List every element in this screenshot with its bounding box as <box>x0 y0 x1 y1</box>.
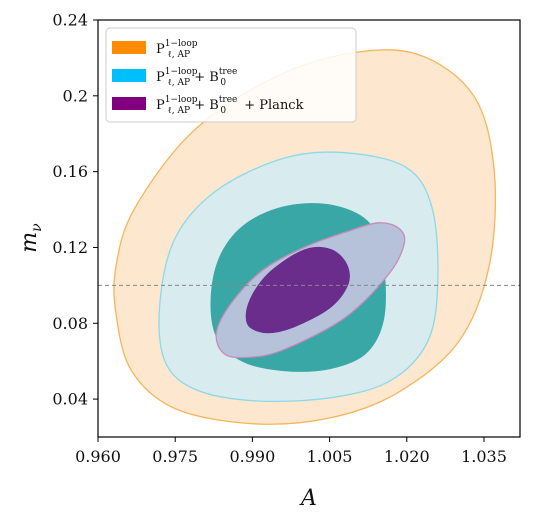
x-tick-label: 0.975 <box>152 447 198 466</box>
x-tick-label: 1.005 <box>307 447 353 466</box>
plot-frame <box>97 19 521 438</box>
y-axis-label-sub: ν <box>29 223 45 232</box>
legend: P1−loop ℓ, AP P1−loop ℓ, AP + Btree 0 P1−loop… <box>105 27 357 123</box>
x-tick-label: 0.990 <box>229 447 275 466</box>
x-tick-label: 1.035 <box>461 447 507 466</box>
legend-label: P1−loop ℓ, AP + Btree 0 <box>156 67 237 88</box>
y-tick-label: 0.2 <box>63 86 88 105</box>
x-tick-label: 1.020 <box>384 447 430 466</box>
y-axis: 0.04 0.08 0.12 0.16 0.2 0.24 <box>52 11 98 409</box>
y-axis-label-main: m <box>17 232 42 253</box>
y-axis-label: mν <box>17 223 45 253</box>
contour-series-3-inner <box>245 246 350 334</box>
x-axis: 0.960 0.975 0.990 1.005 1.020 1.035 <box>75 437 507 466</box>
legend-label: P1−loop ℓ, AP + Btree 0 + Planck <box>156 95 304 116</box>
y-tick-label: 0.08 <box>52 314 88 333</box>
contour-layer <box>113 49 497 425</box>
legend-label: P1−loop ℓ, AP <box>156 39 198 60</box>
y-tick-label: 0.04 <box>52 390 88 409</box>
y-tick-label: 0.16 <box>52 162 88 181</box>
legend-swatch <box>112 97 146 110</box>
y-tick-label: 0.12 <box>52 238 88 257</box>
x-axis-label: A <box>299 486 317 511</box>
x-tick-label: 0.960 <box>75 447 121 466</box>
y-tick-label: 0.24 <box>52 11 88 30</box>
legend-box <box>105 27 357 123</box>
legend-swatch <box>112 69 146 82</box>
legend-swatch <box>112 41 146 54</box>
